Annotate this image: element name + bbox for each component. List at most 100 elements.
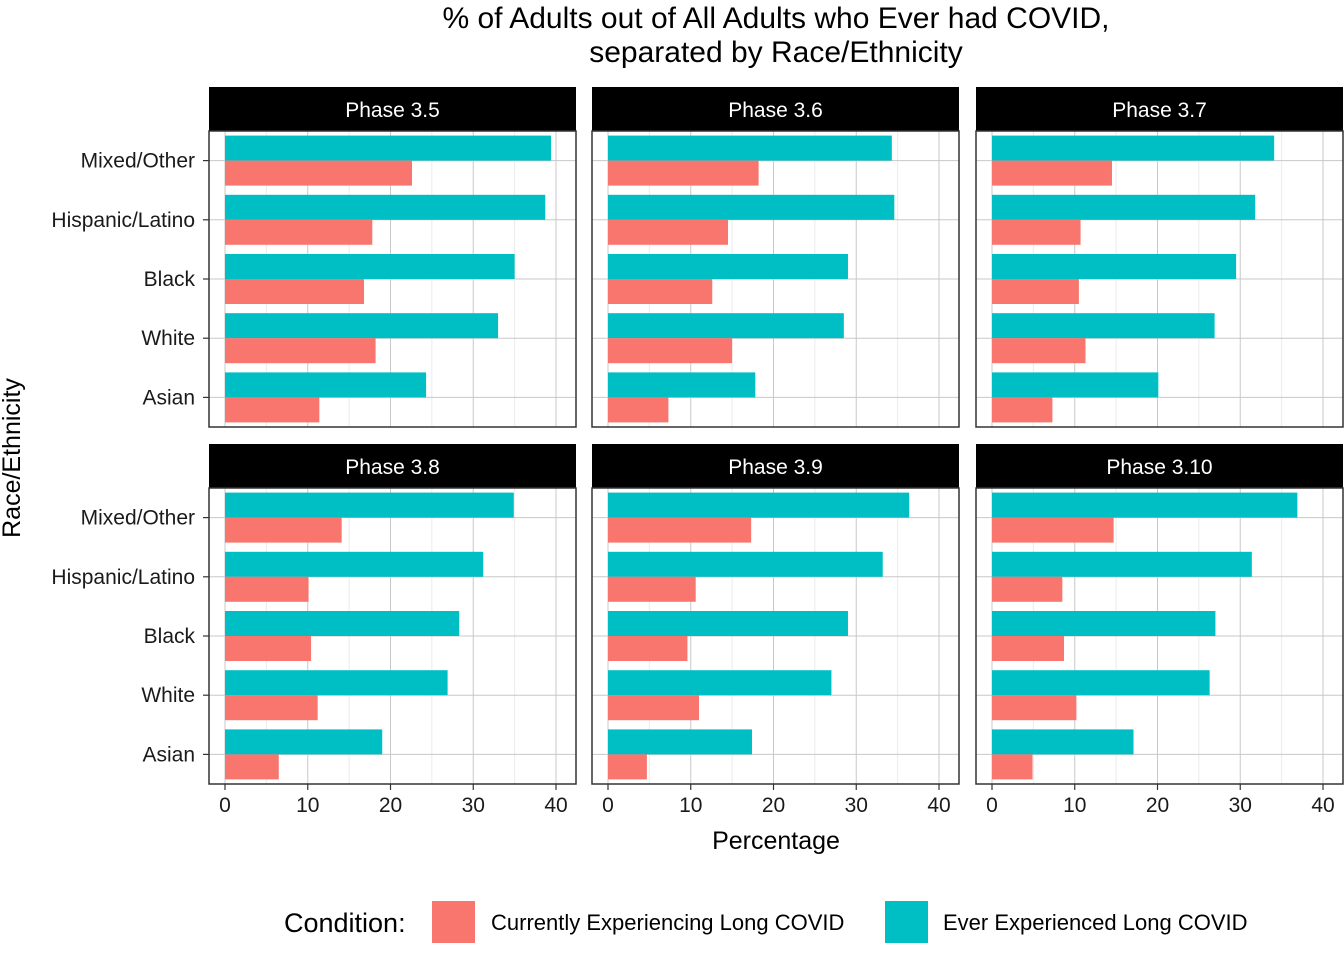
x-tick-label: 40 — [1311, 794, 1334, 817]
facet-strip-label: Phase 3.8 — [345, 456, 440, 479]
bar-ever-experienced — [225, 611, 460, 636]
bar-ever-experienced — [992, 551, 1252, 577]
y-tick-label: White — [141, 684, 195, 707]
bar-currently-experiencing — [992, 754, 1033, 780]
x-axis-label: Percentage — [712, 827, 840, 855]
y-axis-label: Race/Ethnicity — [0, 378, 26, 538]
bar-currently-experiencing — [225, 754, 279, 780]
y-tick-label: Black — [144, 268, 196, 291]
legend-label-current: Currently Experiencing Long COVID — [491, 910, 844, 935]
facet-strip — [592, 87, 959, 131]
bar-ever-experienced — [992, 313, 1215, 339]
bar-ever-experienced — [608, 372, 756, 398]
panel-border — [975, 487, 1344, 785]
bar-ever-experienced — [992, 729, 1134, 755]
bar-ever-experienced — [225, 313, 499, 339]
x-tick-label: 20 — [1146, 794, 1169, 817]
bar-ever-experienced — [225, 729, 383, 755]
bar-currently-experiencing — [992, 517, 1114, 543]
facet-strip-label: Phase 3.10 — [1106, 456, 1212, 479]
bar-ever-experienced — [608, 313, 844, 339]
x-tick-label: 10 — [679, 794, 702, 817]
bar-ever-experienced — [608, 611, 848, 636]
y-tick-label: Asian — [142, 743, 195, 766]
bar-currently-experiencing — [608, 695, 700, 721]
facet-strip — [592, 444, 959, 488]
x-tick-label: 20 — [379, 794, 402, 817]
y-tick-label: Hispanic/Latino — [51, 566, 195, 589]
bar-currently-experiencing — [992, 279, 1079, 304]
panel-border — [591, 130, 960, 428]
chart-title-line: separated by Race/Ethnicity — [589, 36, 963, 69]
bar-currently-experiencing — [608, 754, 647, 780]
facet-strip-label: Phase 3.5 — [345, 99, 440, 122]
chart-title-line: % of Adults out of All Adults who Ever h… — [442, 2, 1109, 35]
bar-currently-experiencing — [225, 397, 320, 423]
bar-ever-experienced — [225, 135, 552, 161]
bar-ever-experienced — [992, 372, 1159, 398]
legend-label-ever: Ever Experienced Long COVID — [943, 910, 1248, 935]
bar-currently-experiencing — [225, 219, 373, 245]
x-tick-label: 20 — [762, 794, 785, 817]
bar-ever-experienced — [608, 729, 752, 755]
bar-ever-experienced — [225, 254, 515, 279]
bar-currently-experiencing — [608, 517, 752, 543]
bar-currently-experiencing — [225, 517, 342, 543]
facet-strip — [976, 444, 1343, 488]
legend-swatch-current — [432, 901, 475, 943]
y-tick-label: White — [141, 327, 195, 350]
bar-ever-experienced — [608, 492, 910, 518]
bar-currently-experiencing — [608, 636, 688, 661]
bar-currently-experiencing — [992, 695, 1077, 721]
bar-ever-experienced — [992, 194, 1256, 220]
bar-ever-experienced — [992, 611, 1216, 636]
bar-currently-experiencing — [992, 397, 1053, 423]
x-tick-label: 40 — [544, 794, 567, 817]
bar-currently-experiencing — [992, 576, 1063, 602]
y-tick-label: Mixed/Other — [81, 150, 195, 173]
bar-ever-experienced — [992, 254, 1237, 279]
bar-ever-experienced — [608, 194, 895, 220]
bar-currently-experiencing — [608, 576, 696, 602]
bar-ever-experienced — [608, 135, 892, 161]
bar-ever-experienced — [225, 670, 448, 696]
bar-currently-experiencing — [225, 160, 413, 186]
y-tick-label: Hispanic/Latino — [51, 209, 195, 232]
facet-strip-label: Phase 3.9 — [728, 456, 823, 479]
bar-currently-experiencing — [992, 636, 1064, 661]
bar-ever-experienced — [608, 254, 848, 279]
x-tick-label: 10 — [1063, 794, 1086, 817]
bar-ever-experienced — [608, 670, 832, 696]
facet-strip-label: Phase 3.6 — [728, 99, 823, 122]
legend-title: Condition: — [284, 908, 406, 938]
x-tick-label: 30 — [462, 794, 485, 817]
panel-border — [975, 130, 1344, 428]
bar-ever-experienced — [225, 492, 514, 518]
facet-strip — [209, 444, 576, 488]
x-tick-label: 0 — [219, 794, 231, 817]
bar-currently-experiencing — [608, 160, 759, 186]
bar-currently-experiencing — [225, 338, 376, 364]
bar-currently-experiencing — [992, 219, 1081, 245]
bar-currently-experiencing — [992, 338, 1086, 364]
facet-strip — [209, 87, 576, 131]
facet-strip — [976, 87, 1343, 131]
x-tick-label: 0 — [602, 794, 614, 817]
bar-currently-experiencing — [608, 397, 669, 423]
bar-ever-experienced — [992, 135, 1275, 161]
x-tick-label: 10 — [296, 794, 319, 817]
bar-currently-experiencing — [992, 160, 1112, 186]
bar-currently-experiencing — [225, 636, 312, 661]
bar-ever-experienced — [608, 551, 883, 577]
bar-ever-experienced — [992, 670, 1210, 696]
bar-ever-experienced — [225, 551, 484, 577]
y-tick-label: Black — [144, 625, 196, 648]
facet-strip-label: Phase 3.7 — [1112, 99, 1207, 122]
bar-currently-experiencing — [225, 279, 365, 304]
bar-ever-experienced — [225, 194, 546, 220]
x-tick-label: 0 — [986, 794, 998, 817]
bar-ever-experienced — [992, 492, 1298, 518]
bar-currently-experiencing — [225, 576, 309, 602]
bar-ever-experienced — [225, 372, 427, 398]
